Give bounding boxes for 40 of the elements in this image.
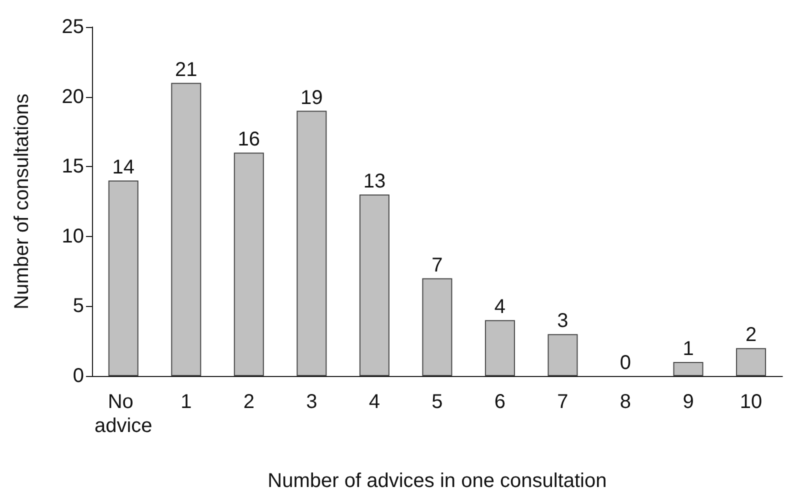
- y-tick-label: 25: [62, 16, 84, 38]
- x-tick-label: 7: [557, 391, 568, 413]
- data-label: 4: [494, 296, 506, 318]
- bar: [234, 152, 264, 376]
- data-label: 13: [363, 170, 386, 193]
- bar: [171, 82, 202, 376]
- data-label: 0: [620, 352, 632, 374]
- x-tick-label: 5: [432, 391, 443, 413]
- data-label: 19: [300, 86, 323, 109]
- x-tick-label: 10: [740, 391, 762, 413]
- data-label: 21: [175, 58, 198, 81]
- y-tick-label: 20: [62, 86, 84, 108]
- x-tick-label: 1: [180, 391, 192, 413]
- data-label: 2: [745, 324, 757, 346]
- data-label: 1: [682, 338, 694, 360]
- x-tick-label: 9: [682, 391, 694, 413]
- data-label: 7: [432, 254, 443, 276]
- x-tick-label: 6: [494, 391, 506, 413]
- bar: [422, 278, 452, 376]
- y-tick-label: 0: [72, 365, 84, 387]
- bar: [548, 334, 578, 376]
- x-axis-title: Number of advices in one consultation: [268, 470, 607, 492]
- x-tick-label: 2: [243, 391, 254, 413]
- bar: [736, 348, 766, 376]
- bar: [673, 362, 704, 376]
- bar: [484, 320, 515, 376]
- data-label: 3: [557, 310, 568, 332]
- y-axis-title: Number of consultations: [11, 94, 33, 310]
- bar: [108, 180, 138, 376]
- x-tick-label: 3: [306, 391, 318, 413]
- x-tick-label: 8: [620, 391, 632, 413]
- y-tick-label: 10: [62, 225, 84, 248]
- bar: [359, 194, 390, 376]
- x-tick-label: No advice: [94, 391, 152, 437]
- data-label: 16: [238, 128, 260, 151]
- data-label: 14: [112, 156, 135, 179]
- y-tick-label: 5: [72, 295, 84, 318]
- bar: [296, 110, 327, 376]
- y-tick-label: 15: [62, 156, 84, 178]
- x-tick-label: 4: [368, 391, 380, 413]
